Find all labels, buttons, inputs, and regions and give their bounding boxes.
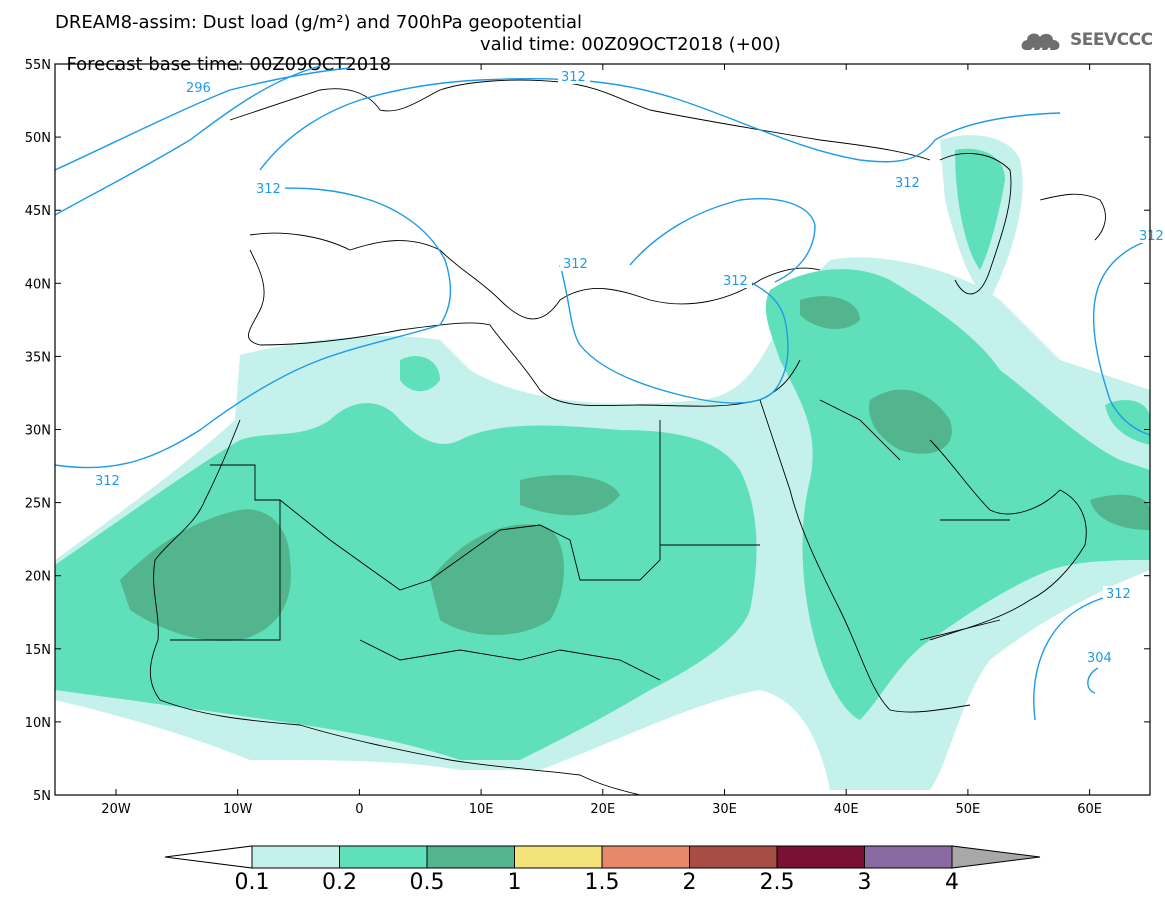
contour-line-304 (1087, 667, 1099, 694)
colorbar-label: 2 (683, 870, 697, 895)
seevccc-logo: SEEVCCC (1018, 26, 1158, 56)
coastline (249, 232, 821, 320)
contour-line-296 (55, 67, 351, 171)
contour-label: 312 (723, 274, 748, 289)
lon-label: 10E (469, 802, 494, 817)
dust-shading (55, 135, 1150, 791)
contour-line-312 (259, 77, 1061, 171)
logo-text: SEEVCCC (1070, 30, 1153, 50)
colorbar-segment (426, 845, 515, 869)
border (170, 420, 661, 641)
lat-label: 5N (33, 789, 51, 804)
cloud-icon (1021, 33, 1060, 53)
colorbar-segment (689, 845, 778, 869)
colorbar-label: 1.5 (585, 870, 620, 895)
geopotential-contours (55, 65, 1150, 721)
contour-line-312 (629, 198, 816, 283)
colorbar-segment (864, 845, 953, 869)
lon-label: 40E (834, 802, 859, 817)
colorbar-segment (251, 845, 340, 869)
contour-line-312 (55, 187, 452, 469)
lat-label: 40N (25, 277, 51, 292)
coastline (248, 249, 801, 407)
lat-label: 45N (25, 204, 51, 219)
lon-label: 30E (712, 802, 737, 817)
latitude-axis: 55N 50N 45N 40N 35N 30N 25N 20N 15N 10N 5N (25, 58, 1150, 804)
dust-layer-medium (400, 356, 440, 392)
lon-label: 20E (590, 802, 615, 817)
colorbar-segment (339, 845, 428, 869)
dust-layer-dark (120, 509, 291, 641)
colorbar-segment (776, 845, 865, 869)
map-title: DREAM8-assim: Dust load (g/m²) and 700hP… (55, 12, 582, 33)
contour-line-312 (559, 264, 789, 404)
contour-label: 312 (1106, 587, 1131, 602)
dust-layer-medium (955, 148, 1005, 270)
valid-time: valid time: 00Z09OCT2018 (+00) (480, 34, 781, 55)
lon-label: 20W (101, 802, 131, 817)
lat-label: 10N (25, 716, 51, 731)
lat-label: 35N (25, 350, 51, 365)
contour-line-312 (1092, 239, 1150, 436)
coastline (929, 439, 1087, 641)
lat-label: 20N (25, 570, 51, 585)
colorbar-label: 4 (945, 870, 959, 895)
dust-layer-dark (800, 296, 860, 330)
colorbar-label: 1 (508, 870, 522, 895)
colorbar-label: 0.1 (235, 870, 270, 895)
coastline (149, 419, 641, 795)
contour-line-312 (55, 65, 321, 216)
contour-label: 312 (95, 474, 120, 489)
dust-layer-medium (765, 269, 1150, 720)
lat-label: 15N (25, 643, 51, 658)
contour-label: 304 (1087, 651, 1112, 666)
dust-layer-dark (1090, 494, 1150, 530)
dust-layer-dark (430, 524, 564, 635)
colorbar-label: 2.5 (760, 870, 795, 895)
lat-label: 30N (25, 424, 51, 439)
coastline (229, 79, 931, 161)
colorbar-over-triangle (951, 845, 1041, 869)
dust-layer-dark (869, 389, 952, 454)
longitude-axis: 20W 10W 0 10E 20E 30E 40E 50E 60E (101, 64, 1102, 817)
border (660, 399, 1010, 641)
dust-layer-dark (520, 475, 620, 516)
contour-label: 312 (1139, 229, 1164, 244)
colorbar-segment (601, 845, 690, 869)
contour-label: 296 (186, 81, 211, 96)
lat-label: 55N (25, 58, 51, 73)
contour-label: 312 (563, 257, 588, 272)
contour-label: 312 (561, 70, 586, 85)
colorbar-label: 0.5 (410, 870, 445, 895)
coastline (1039, 193, 1106, 241)
lon-label: 50E (956, 802, 981, 817)
lon-label: 60E (1077, 802, 1102, 817)
colorbar: 0.1 0.2 0.5 1 1.5 2 2.5 3 4 (164, 845, 1041, 895)
colorbar-label: 0.2 (322, 870, 357, 895)
colorbar-segment (514, 845, 603, 869)
lon-label: 0 (355, 802, 363, 817)
contour-label: 312 (895, 176, 920, 191)
border (359, 639, 661, 681)
lat-label: 25N (25, 497, 51, 512)
coastline (939, 153, 1012, 295)
coastline (759, 399, 971, 713)
lon-label: 10W (223, 802, 253, 817)
contour-label: 312 (256, 182, 281, 197)
coastlines (149, 79, 1106, 795)
colorbar-under-triangle (164, 845, 253, 869)
lat-label: 50N (25, 131, 51, 146)
colorbar-label: 3 (858, 870, 872, 895)
contour-labels: 296 312 312 312 312 312 312 312 304 312 (92, 69, 1164, 666)
